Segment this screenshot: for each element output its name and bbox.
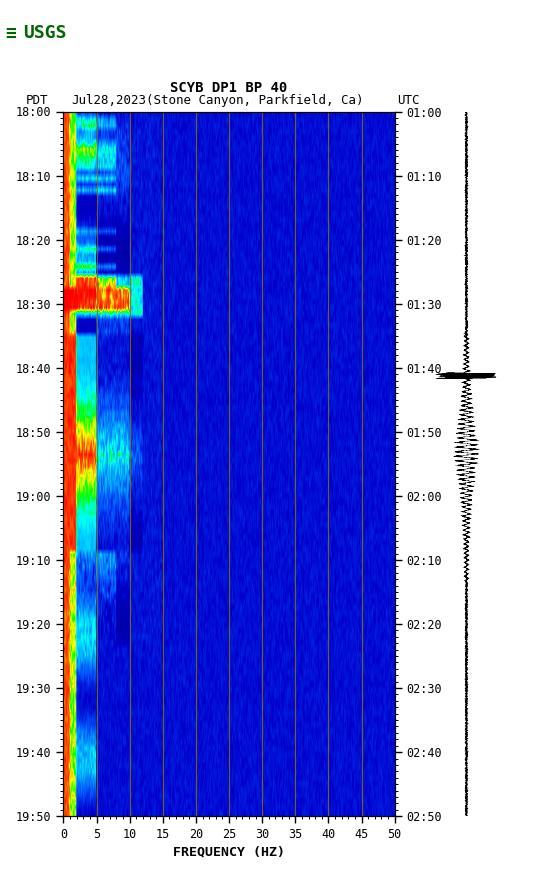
Text: SCYB DP1 BP 40: SCYB DP1 BP 40 [171, 80, 288, 95]
Text: (Stone Canyon, Parkfield, Ca): (Stone Canyon, Parkfield, Ca) [146, 94, 364, 107]
Text: ≡: ≡ [6, 24, 17, 43]
Text: Jul28,2023: Jul28,2023 [72, 94, 147, 107]
Text: UTC: UTC [397, 94, 420, 107]
Text: USGS: USGS [23, 24, 67, 43]
X-axis label: FREQUENCY (HZ): FREQUENCY (HZ) [173, 845, 285, 858]
Text: PDT: PDT [26, 94, 49, 107]
